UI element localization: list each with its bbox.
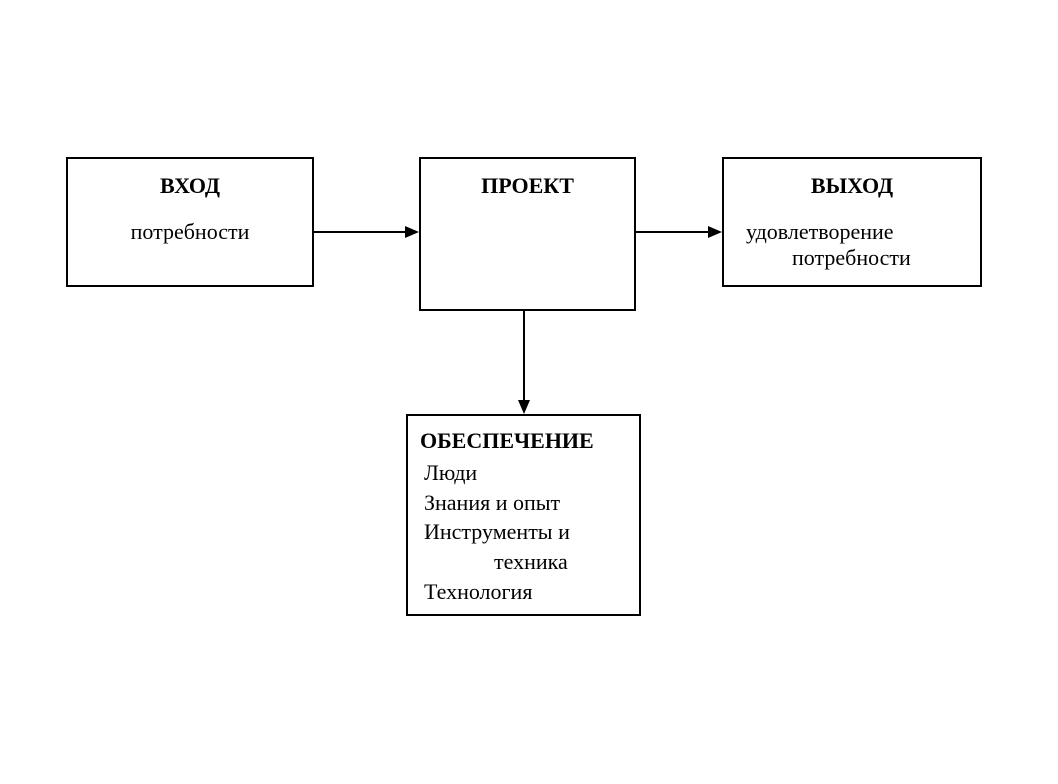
arrow-head-project-support <box>518 400 530 414</box>
arrow-head-project-output <box>708 226 722 238</box>
support-item-3: техника <box>424 547 639 577</box>
support-item-0: Люди <box>424 458 639 488</box>
arrow-project-support <box>523 311 525 402</box>
node-input-text: потребности <box>68 199 312 245</box>
node-input-title: ВХОД <box>68 159 312 199</box>
node-output-text2: потребности <box>724 245 980 271</box>
node-output-title: ВЫХОД <box>724 159 980 199</box>
node-input: ВХОД потребности <box>66 157 314 287</box>
node-project: ПРОЕКТ <box>419 157 636 311</box>
support-item-4: Технология <box>424 577 639 607</box>
node-support: ОБЕСПЕЧЕНИЕ Люди Знания и опыт Инструмен… <box>406 414 641 616</box>
node-output-text1: удовлетворение <box>724 199 980 245</box>
arrow-input-project <box>314 231 407 233</box>
node-support-title: ОБЕСПЕЧЕНИЕ <box>408 416 639 454</box>
support-item-1: Знания и опыт <box>424 488 639 518</box>
arrow-project-output <box>636 231 710 233</box>
arrow-head-input-project <box>405 226 419 238</box>
support-item-2: Инструменты и <box>424 517 639 547</box>
node-project-title: ПРОЕКТ <box>421 159 634 199</box>
node-output: ВЫХОД удовлетворение потребности <box>722 157 982 287</box>
